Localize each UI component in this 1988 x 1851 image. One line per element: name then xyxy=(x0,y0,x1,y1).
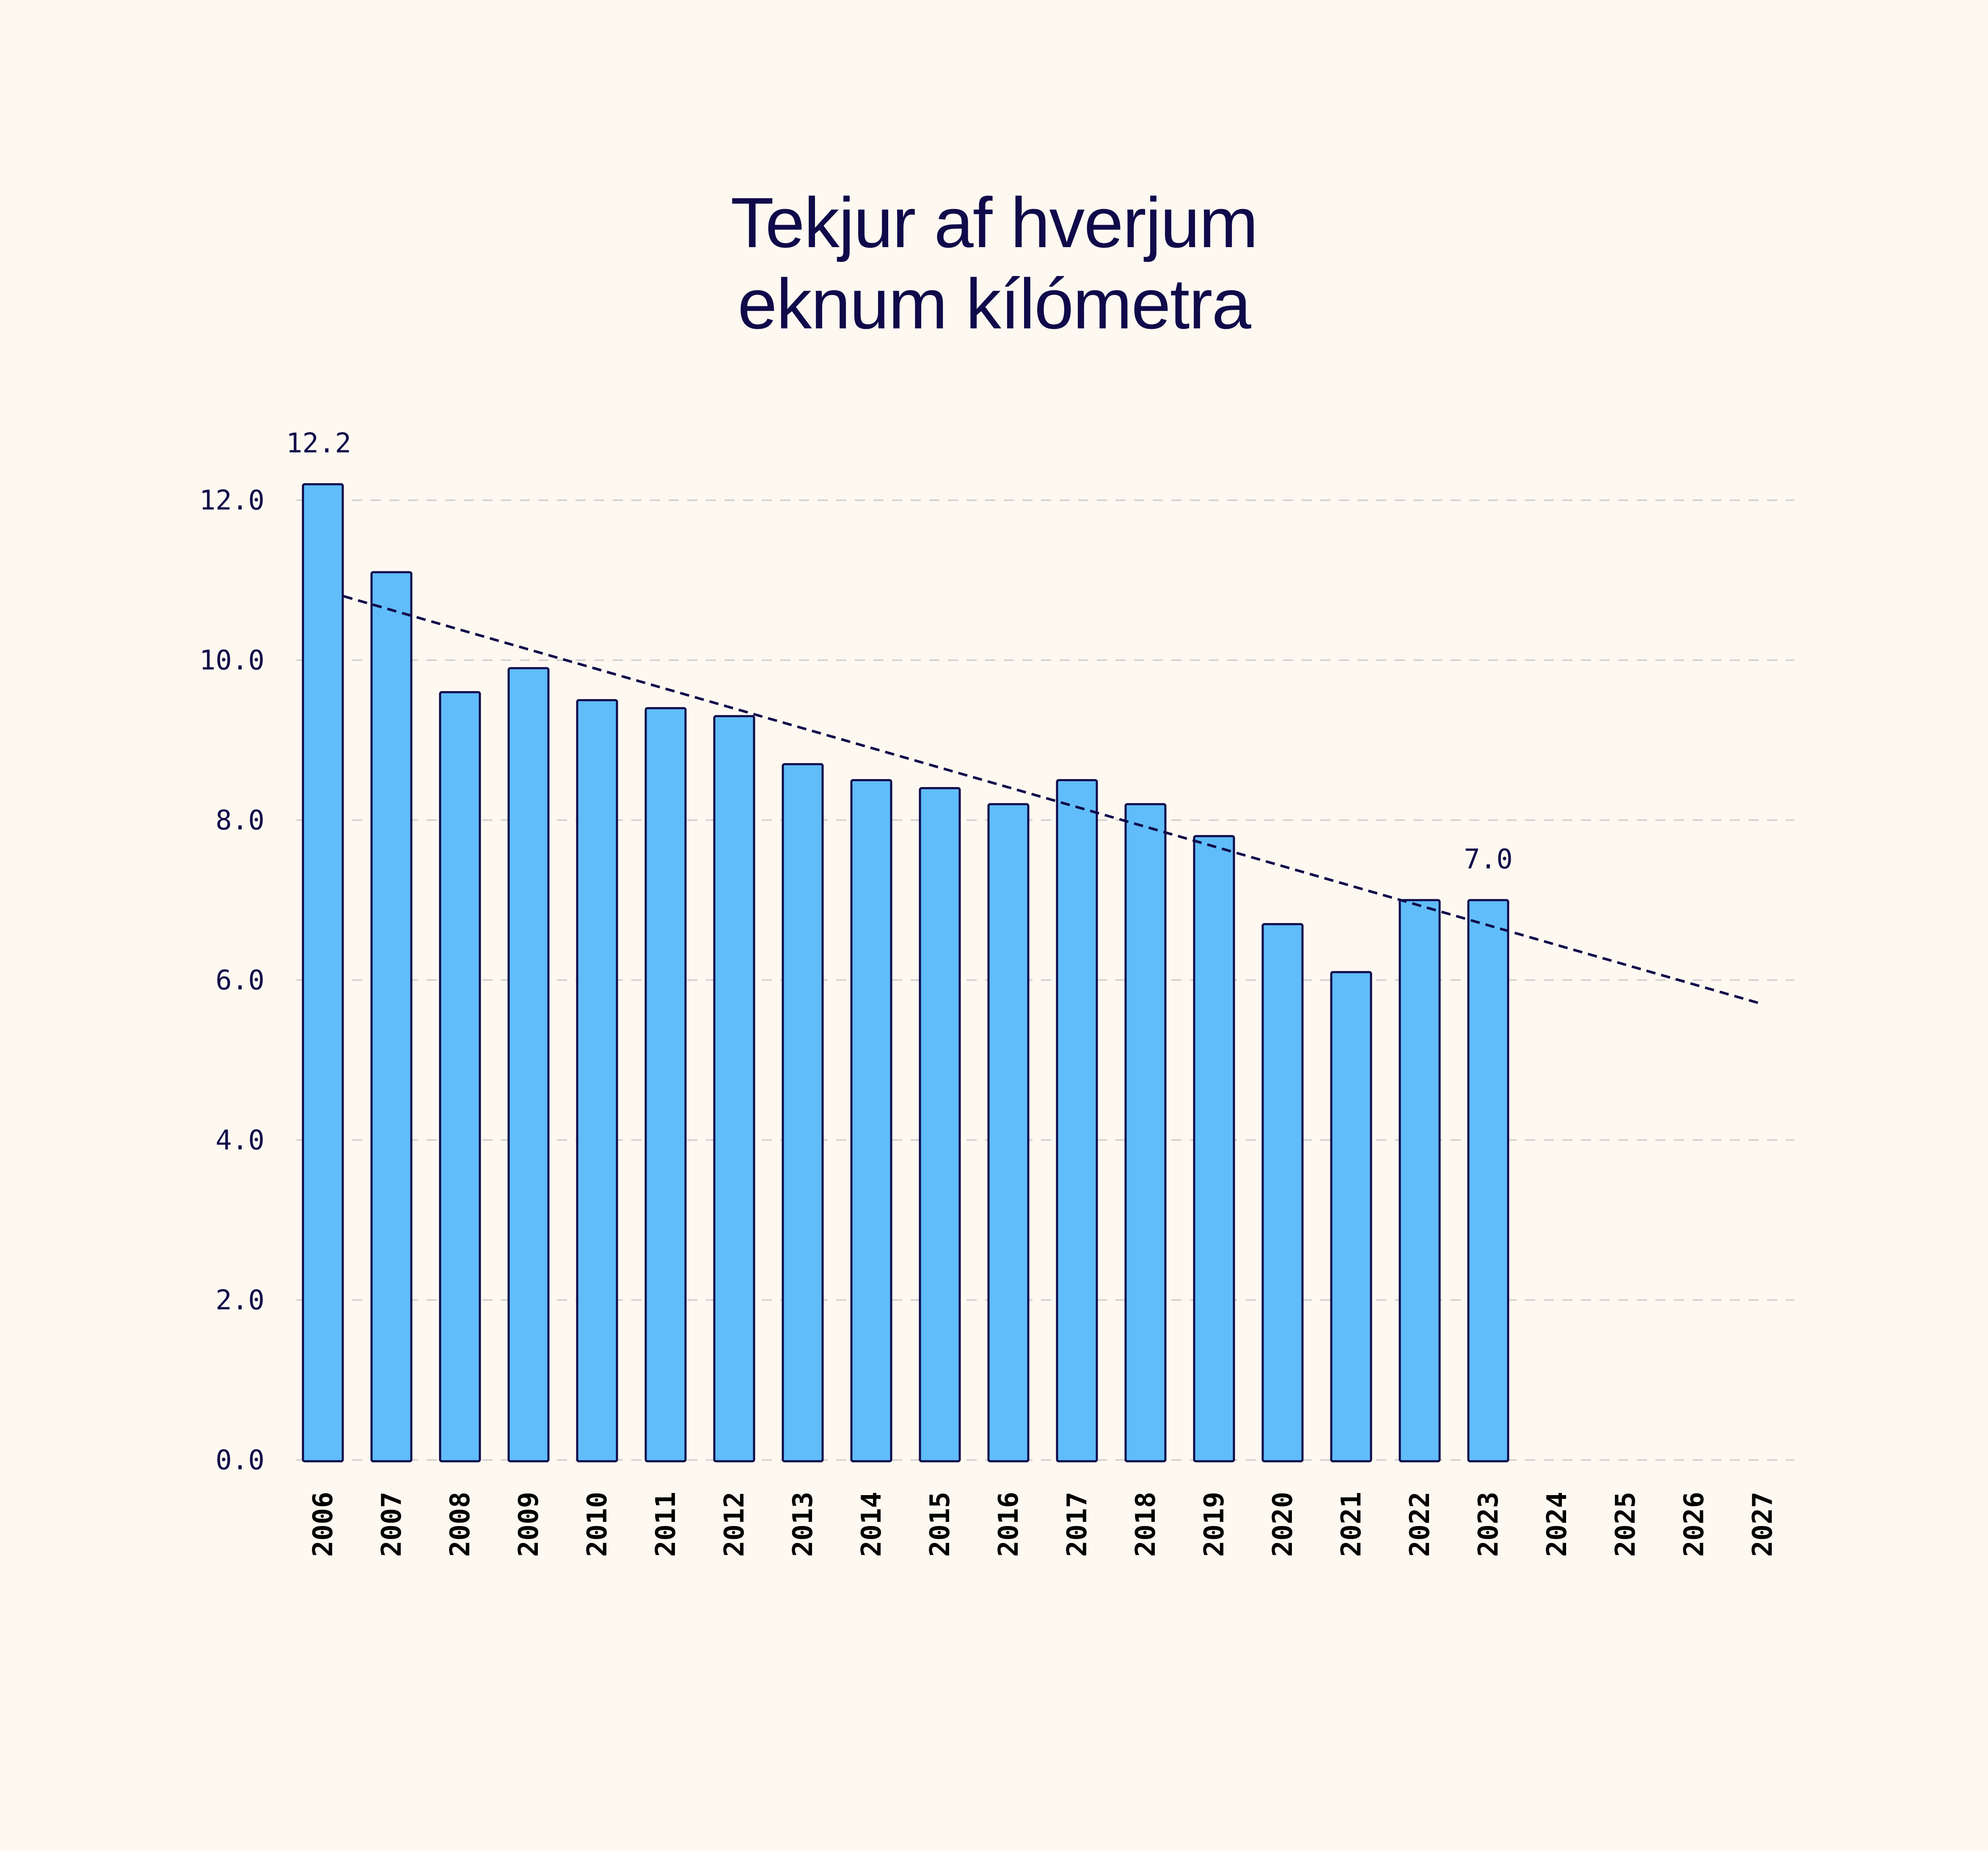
x-tick-label: 2021 xyxy=(1336,1492,1367,1557)
bar-2016 xyxy=(987,803,1030,1463)
bar-2021 xyxy=(1330,971,1372,1463)
bar-2013 xyxy=(782,763,824,1463)
y-tick-label: 4.0 xyxy=(215,1125,264,1156)
x-tick-label: 2025 xyxy=(1610,1492,1641,1557)
x-tick-label: 2015 xyxy=(925,1492,956,1557)
y-tick-label: 8.0 xyxy=(215,805,264,836)
x-tick-label: 2023 xyxy=(1473,1492,1504,1557)
value-label: 7.0 xyxy=(1464,844,1513,875)
x-tick-label: 2010 xyxy=(582,1492,613,1557)
y-axis-labels: 0.0 2.0 4.0 6.0 8.0 10.0 12.0 xyxy=(199,485,264,1476)
bar-2020 xyxy=(1261,923,1304,1463)
x-tick-label: 2024 xyxy=(1542,1492,1573,1557)
x-tick-label: 2006 xyxy=(308,1492,339,1557)
bar-2017 xyxy=(1056,779,1098,1463)
x-tick-label: 2027 xyxy=(1747,1492,1779,1557)
bar-2014 xyxy=(850,779,892,1463)
x-tick-label: 2016 xyxy=(993,1492,1024,1557)
chart-title: Tekjur af hverjum eknum kílómetra xyxy=(0,182,1988,344)
bar-2019 xyxy=(1193,835,1235,1463)
trend-line xyxy=(343,595,1763,1005)
bar-2006 xyxy=(302,483,344,1463)
x-tick-label: 2020 xyxy=(1267,1492,1299,1557)
x-tick-label: 2019 xyxy=(1199,1492,1230,1557)
y-tick-label: 0.0 xyxy=(215,1445,264,1476)
bar-2022 xyxy=(1399,899,1441,1463)
x-tick-label: 2014 xyxy=(856,1492,887,1557)
bars xyxy=(302,483,1509,1463)
value-annotations: 12.2 7.0 xyxy=(286,428,1513,875)
bar-2009 xyxy=(507,667,550,1463)
x-tick-label: 2011 xyxy=(650,1492,682,1557)
chart-title-line-2: eknum kílómetra xyxy=(738,264,1251,344)
x-axis-labels: 2006 2007 2008 2009 2010 2011 2012 2013 2014 2015… xyxy=(308,1492,1779,1557)
x-tick-label: 2013 xyxy=(787,1492,819,1557)
x-tick-label: 2017 xyxy=(1062,1492,1093,1557)
x-tick-label: 2026 xyxy=(1679,1492,1710,1557)
chart-title-line-1: Tekjur af hverjum xyxy=(730,183,1258,262)
y-tick-label: 6.0 xyxy=(215,965,264,996)
y-tick-label: 2.0 xyxy=(215,1285,264,1316)
bar-2018 xyxy=(1124,803,1167,1463)
x-tick-label: 2009 xyxy=(513,1492,545,1557)
bar-2008 xyxy=(439,691,481,1463)
bar-2012 xyxy=(713,715,755,1463)
y-tick-label: 10.0 xyxy=(199,645,264,676)
bar-2011 xyxy=(644,707,687,1463)
x-tick-label: 2022 xyxy=(1404,1492,1436,1557)
y-tick-label: 12.0 xyxy=(199,485,264,516)
bar-2023 xyxy=(1467,899,1509,1463)
x-tick-label: 2008 xyxy=(445,1492,476,1557)
x-tick-label: 2012 xyxy=(719,1492,750,1557)
bar-2010 xyxy=(576,699,618,1463)
value-label: 12.2 xyxy=(286,428,351,459)
trend-line-path xyxy=(343,595,1763,1005)
x-tick-label: 2018 xyxy=(1130,1492,1162,1557)
x-tick-label: 2007 xyxy=(376,1492,408,1557)
bar-2007 xyxy=(370,571,413,1463)
bar-2015 xyxy=(919,787,961,1463)
